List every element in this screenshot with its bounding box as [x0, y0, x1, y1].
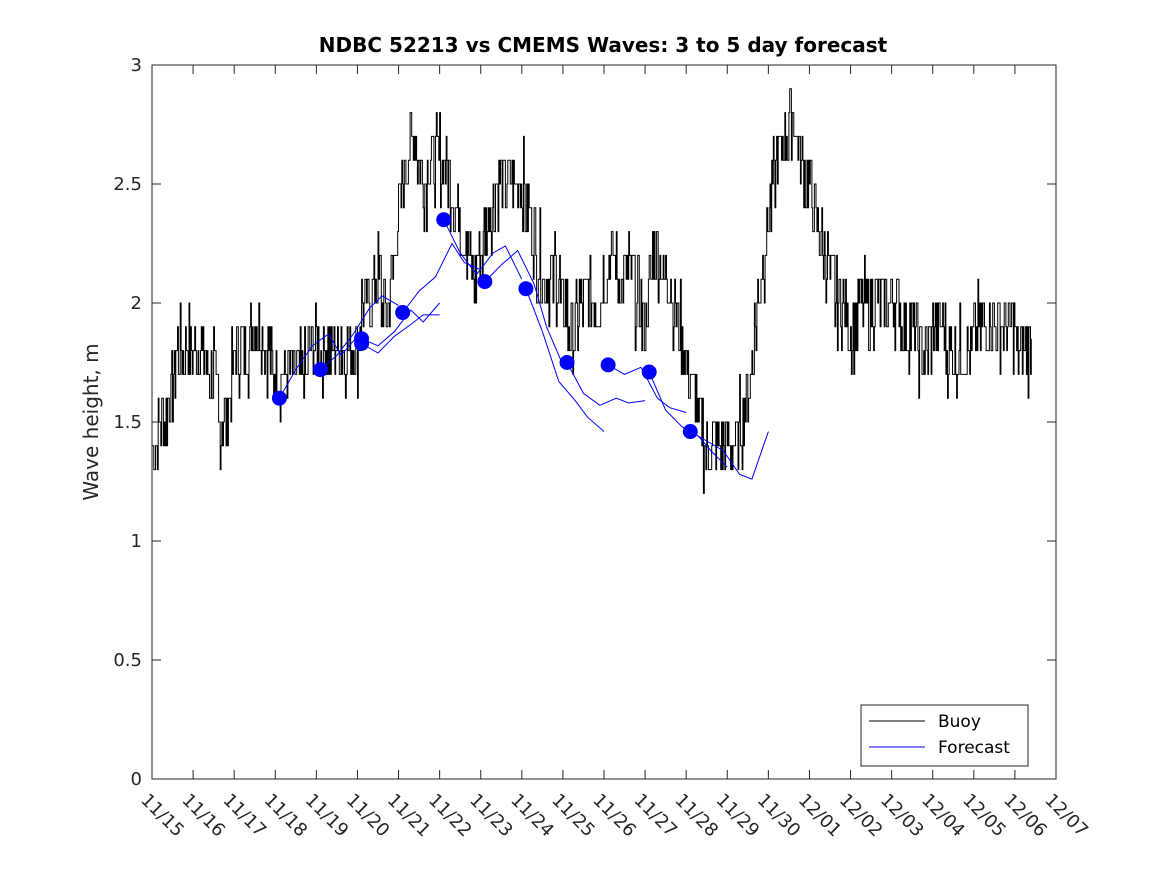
forecast-series-line	[361, 302, 440, 347]
forecast-series-line	[566, 362, 646, 406]
y-axis-label: Wave height, m	[79, 343, 103, 500]
legend: Buoy Forecast	[860, 704, 1029, 767]
y-axis: 0 0.5 1 1.5 2 2.5 3	[113, 55, 1056, 790]
forecast-series-line	[525, 288, 605, 432]
forecast-point	[312, 362, 328, 378]
y-tick-label: 3	[131, 55, 142, 76]
y-tick-label: 2.5	[113, 174, 142, 195]
forecast-point	[436, 212, 452, 228]
y-tick-label: 1.5	[113, 412, 142, 433]
forecast-point	[559, 355, 575, 370]
y-tick-label: 0	[131, 769, 142, 790]
plot-area	[151, 64, 1057, 780]
buoy-series-line	[152, 88, 1032, 494]
forecast-point	[600, 357, 616, 373]
forecast-series-line	[690, 431, 769, 480]
legend-buoy-label: Buoy	[938, 712, 981, 732]
forecast-series-line	[402, 242, 481, 313]
y-tick-label: 2	[131, 293, 142, 314]
forecast-point	[518, 281, 534, 297]
series-layer	[152, 88, 1032, 494]
forecast-series-line	[278, 333, 358, 399]
forecast-point	[682, 424, 698, 440]
forecast-series-line	[443, 219, 523, 280]
legend-forecast-label: Forecast	[938, 738, 1010, 758]
legend-box	[860, 704, 1029, 767]
forecast-series-line	[320, 295, 399, 370]
forecast-series-line	[361, 314, 440, 354]
forecast-point	[477, 274, 493, 290]
series-group	[152, 88, 1032, 494]
forecast-series-line	[607, 364, 687, 413]
forecast-point	[354, 335, 370, 351]
forecast-series-line	[484, 249, 564, 366]
y-tick-label: 0.5	[113, 650, 142, 671]
forecast-point	[641, 364, 657, 380]
chart-title: NDBC 52213 vs CMEMS Waves: 3 to 5 day fo…	[319, 33, 888, 57]
y-tick-label: 1	[131, 531, 142, 552]
forecast-point	[271, 390, 287, 406]
forecast-point	[395, 305, 411, 321]
